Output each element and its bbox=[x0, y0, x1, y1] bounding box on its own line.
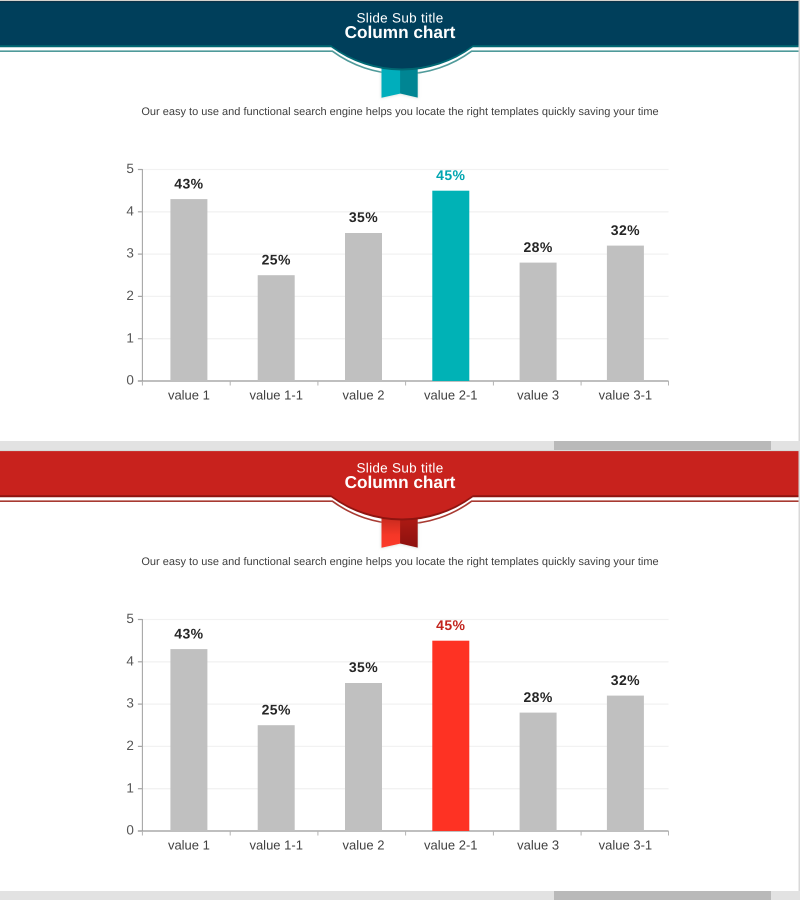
svg-text:45%: 45% bbox=[436, 167, 465, 183]
svg-text:Column chart: Column chart bbox=[345, 472, 456, 492]
svg-text:25%: 25% bbox=[262, 701, 291, 717]
svg-text:4: 4 bbox=[126, 653, 134, 668]
svg-text:Our easy to use and functional: Our easy to use and functional search en… bbox=[141, 556, 658, 568]
svg-text:value 3-1: value 3-1 bbox=[599, 837, 652, 852]
svg-text:25%: 25% bbox=[262, 251, 291, 267]
svg-text:28%: 28% bbox=[523, 239, 552, 255]
svg-text:0: 0 bbox=[126, 823, 134, 838]
svg-text:0: 0 bbox=[126, 373, 134, 388]
svg-text:value 2: value 2 bbox=[343, 837, 385, 852]
svg-text:1: 1 bbox=[126, 330, 134, 345]
svg-text:32%: 32% bbox=[611, 222, 640, 238]
svg-text:5: 5 bbox=[126, 161, 134, 176]
svg-text:value 1: value 1 bbox=[168, 387, 210, 402]
svg-text:Slide Sub title: Slide Sub title bbox=[356, 460, 443, 475]
svg-text:45%: 45% bbox=[436, 617, 465, 633]
svg-text:Our easy to use and functional: Our easy to use and functional search en… bbox=[141, 106, 658, 118]
svg-text:35%: 35% bbox=[349, 659, 378, 675]
svg-text:32%: 32% bbox=[611, 672, 640, 688]
svg-text:4: 4 bbox=[126, 203, 134, 218]
svg-text:value 1-1: value 1-1 bbox=[249, 387, 302, 402]
svg-text:value 2-1: value 2-1 bbox=[424, 387, 477, 402]
svg-text:value 3-1: value 3-1 bbox=[599, 387, 652, 402]
svg-text:35%: 35% bbox=[349, 209, 378, 225]
svg-text:1: 1 bbox=[126, 780, 134, 795]
svg-text:value 2-1: value 2-1 bbox=[424, 837, 477, 852]
svg-text:value 2: value 2 bbox=[343, 387, 385, 402]
svg-text:43%: 43% bbox=[174, 175, 203, 191]
svg-text:2: 2 bbox=[126, 288, 134, 303]
svg-text:5: 5 bbox=[126, 611, 134, 626]
svg-text:43%: 43% bbox=[174, 625, 203, 641]
svg-text:Slide Sub title: Slide Sub title bbox=[356, 10, 443, 25]
svg-text:3: 3 bbox=[126, 246, 134, 261]
svg-text:28%: 28% bbox=[523, 689, 552, 705]
svg-text:value 1: value 1 bbox=[168, 837, 210, 852]
svg-text:value 1-1: value 1-1 bbox=[249, 837, 302, 852]
svg-text:3: 3 bbox=[126, 696, 134, 711]
svg-text:Column chart: Column chart bbox=[345, 22, 456, 42]
svg-text:value 3: value 3 bbox=[517, 387, 559, 402]
svg-text:value 3: value 3 bbox=[517, 837, 559, 852]
svg-text:2: 2 bbox=[126, 738, 134, 753]
